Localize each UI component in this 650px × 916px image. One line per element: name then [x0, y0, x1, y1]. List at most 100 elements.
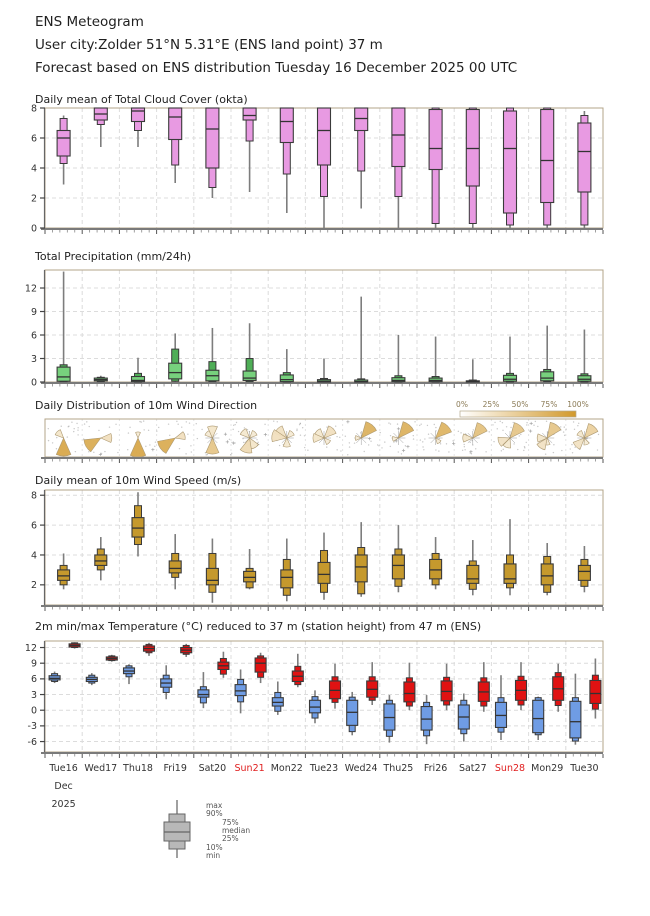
windspeed-box-Tue30: [577, 546, 591, 593]
location-line: User city:Zolder 51°N 5.31°E (ENS land p…: [35, 37, 383, 53]
day-label-Wed24: Wed24: [345, 763, 378, 774]
temperature-box-Mon29-max: [552, 663, 565, 712]
windspeed-box-Thu25: [391, 525, 405, 593]
windrose-Wed24: [354, 421, 377, 445]
cloud-ytick-label: 2: [31, 193, 37, 204]
windspeed-box-Fri19: [168, 534, 182, 590]
cloud-ytick-label: 4: [31, 163, 37, 174]
day-label-Mon29: Mon29: [531, 763, 563, 774]
precip-box-Thu25: [391, 335, 406, 383]
windspeed-ytick-label: 6: [31, 520, 37, 531]
windspeed-box-Sun28: [503, 519, 517, 596]
windspeed-ytick-label: 4: [31, 550, 37, 561]
basetime-line: Forecast based on ENS distribution Tuesd…: [35, 60, 518, 76]
day-label-Tue16: Tue16: [48, 763, 77, 774]
precip-ytick-label: 0: [31, 377, 37, 388]
precip-panel-title: Total Precipitation (mm/24h): [35, 250, 192, 263]
precip-box-Tue30: [577, 329, 592, 383]
temperature-box-Mon29-min: [532, 696, 545, 740]
windspeed-box-Tue16: [57, 553, 71, 590]
legend-label-25: 25%: [222, 834, 239, 843]
x-axis-labels: Tue16 Wed17 Thu18 Fri19 Sat20 Sun21 Mon22 Tue23…: [48, 763, 598, 810]
day-label-Tue30: Tue30: [569, 763, 598, 774]
cloud-box-Fri19: [168, 107, 183, 183]
precip-box-Wed17: [93, 375, 108, 383]
cloud-box-Sat27: [465, 107, 480, 228]
cloud-box-Thu18: [130, 107, 146, 147]
temperature-box-Sun21-min: [234, 669, 247, 714]
precip-box-Sat20: [205, 327, 220, 383]
precip-box-Fri26: [428, 336, 443, 383]
month-label: Dec: [54, 781, 72, 792]
temperature-box-Sat20-max: [217, 651, 230, 678]
precip-box-Mon29: [540, 325, 555, 383]
cloud-box-Wed17: [93, 107, 108, 147]
temperature-ytick-label: 6: [31, 674, 37, 685]
windspeed-ytick-label: 2: [31, 580, 37, 591]
temperature-box-Wed24-min: [346, 691, 359, 736]
wind-legend-label: 0%: [456, 400, 468, 409]
legend-label-median: median: [222, 826, 250, 835]
temperature-box-Mon22-min: [271, 681, 284, 715]
temperature-box-Fri19-min: [160, 665, 173, 700]
cloud-ytick-label: 8: [31, 103, 37, 114]
temperature-box-Sat27-max: [477, 662, 490, 712]
windrose-Sat20: [204, 425, 220, 455]
windspeed-box-Mon29: [540, 543, 554, 596]
precip-box-Tue23: [316, 358, 332, 383]
windrose-Tue30: [572, 423, 599, 450]
precip-frame: 0 3 6 9 12: [25, 269, 604, 388]
temperature-ytick-label: 9: [31, 659, 37, 670]
cloud-box-Tue23: [316, 107, 332, 228]
windspeed-box-Wed24: [354, 522, 368, 597]
cloud-box-Tue30: [577, 111, 592, 228]
legend-label-90: 90%: [206, 809, 223, 818]
precip-box-Fri19: [168, 333, 183, 382]
temperature-box-Wed17-min: [85, 673, 98, 686]
temperature-box-Sat20-min: [197, 672, 210, 709]
panel-winddir: 0% 25% 50% 75% 100%: [41, 400, 604, 463]
day-label-Sun21: Sun21: [235, 763, 265, 774]
day-label-Tue23: Tue23: [309, 763, 338, 774]
temperature-ytick-label: 3: [31, 690, 37, 701]
precip-ytick-label: 12: [25, 283, 37, 294]
windspeed-box-Sun21: [243, 548, 257, 590]
windspeed-box-Tue23: [317, 532, 331, 600]
windspeed-box-Thu18: [131, 492, 145, 557]
windrose-Sat27: [462, 422, 488, 445]
temperature-box-Sat27-min: [457, 693, 470, 742]
temperature-frame: -6 -3 0 3 6 9 12: [25, 640, 604, 758]
temperature-box-Tue23-max: [328, 663, 342, 709]
temperature-box-Sun28-min: [494, 675, 508, 740]
cloud-box-Sat20: [205, 107, 220, 198]
panel-cloud: 0 2 4 6 8: [31, 103, 604, 234]
day-label-Sat27: Sat27: [459, 763, 487, 774]
windrose-Tue16: [54, 429, 72, 457]
temperature-box-Wed17-max: [105, 654, 118, 662]
legend-label-max: max: [206, 801, 223, 810]
windspeed-ytick-label: 8: [31, 491, 37, 502]
temperature-box-Fri26-max: [440, 663, 453, 711]
windrose-Wed17: [83, 433, 113, 453]
precip-ytick-label: 9: [31, 307, 37, 318]
precip-box-Tue16: [56, 271, 71, 383]
cloud-box-Sun21: [242, 107, 257, 192]
temperature-box-Tue16-min: [48, 671, 61, 684]
temperature-box-Thu18-min: [122, 664, 136, 685]
cloud-box-Wed24: [354, 107, 369, 209]
wind-legend-label: 50%: [512, 400, 529, 409]
temperature-box-Thu25-min: [383, 695, 396, 743]
precip-ytick-label: 3: [31, 354, 37, 365]
precip-box-Thu18: [130, 357, 146, 383]
windrose-Thu25: [391, 421, 415, 445]
temperature-box-Sun28-max: [514, 662, 528, 711]
day-label-Fri19: Fri19: [163, 763, 186, 774]
precip-box-Sun21: [242, 323, 257, 383]
temperature-box-Tue30-min: [569, 673, 582, 745]
temperature-box-Thu25-max: [403, 662, 416, 711]
temperature-ytick-label: -3: [28, 721, 37, 732]
windspeed-panel-title: Daily mean of 10m Wind Speed (m/s): [35, 474, 242, 487]
day-label-Sat20: Sat20: [199, 763, 227, 774]
